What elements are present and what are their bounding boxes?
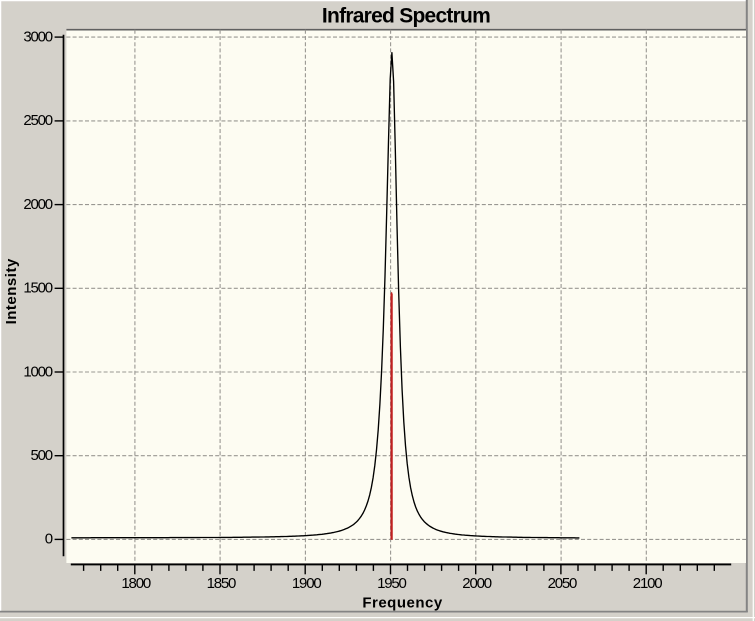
svg-text:1950: 1950 <box>377 575 406 592</box>
svg-text:Frequency: Frequency <box>362 595 443 612</box>
svg-text:2000: 2000 <box>23 196 52 213</box>
svg-text:2500: 2500 <box>23 112 52 129</box>
svg-text:500: 500 <box>30 447 52 464</box>
svg-text:Infrared Spectrum: Infrared Spectrum <box>322 4 490 27</box>
svg-text:0: 0 <box>45 531 53 548</box>
svg-text:1500: 1500 <box>23 280 52 297</box>
svg-text:2050: 2050 <box>548 575 577 592</box>
svg-text:1800: 1800 <box>121 575 150 592</box>
svg-text:Intensity: Intensity <box>3 258 20 324</box>
svg-text:3000: 3000 <box>23 28 52 45</box>
svg-text:1850: 1850 <box>207 575 236 592</box>
svg-text:2000: 2000 <box>462 575 491 592</box>
svg-text:1000: 1000 <box>23 363 52 380</box>
svg-text:2100: 2100 <box>633 575 662 592</box>
svg-text:1900: 1900 <box>292 575 321 592</box>
